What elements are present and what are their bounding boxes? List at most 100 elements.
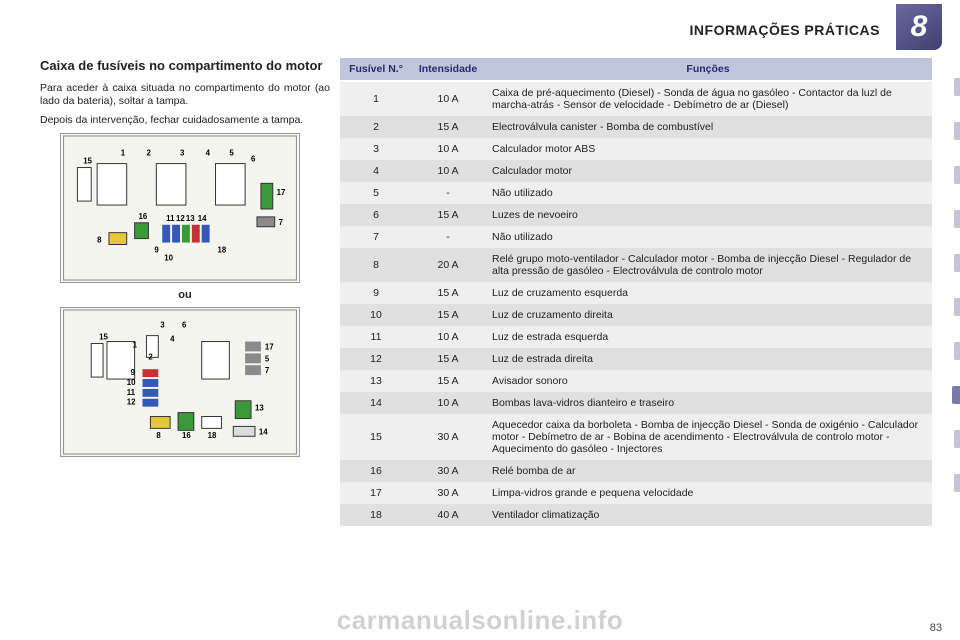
fuse-function: Electroválvula canister - Bomba de combu… [484,116,932,138]
side-tab [954,430,960,448]
svg-text:11: 11 [127,388,136,397]
fuse-amperage: 30 A [412,414,484,460]
fuse-amperage: 10 A [412,81,484,116]
col-header-num: Fusível N.° [340,58,412,81]
watermark: carmanualsonline.info [0,605,960,636]
table-row: 215 AElectroválvula canister - Bomba de … [340,116,932,138]
page-title: INFORMAÇÕES PRÁTICAS [690,22,880,38]
svg-text:5: 5 [229,149,234,158]
side-tab [954,210,960,228]
svg-text:17: 17 [265,342,274,351]
fuse-number: 11 [340,326,412,348]
svg-text:3: 3 [160,321,165,330]
table-row: 1730 ALimpa-vidros grande e pequena velo… [340,482,932,504]
fuse-function: Luz de estrada esquerda [484,326,932,348]
fuse-amperage: 15 A [412,116,484,138]
table-row: 1530 AAquecedor caixa da borboleta - Bom… [340,414,932,460]
svg-text:16: 16 [182,431,191,440]
fuse-function: Luz de cruzamento direita [484,304,932,326]
paragraph-2: Depois da intervenção, fechar cuidadosam… [40,114,330,127]
svg-text:6: 6 [182,321,187,330]
table-row: 310 ACalculador motor ABS [340,138,932,160]
svg-text:8: 8 [156,431,161,440]
table-row: 410 ACalculador motor [340,160,932,182]
fuse-function: Avisador sonoro [484,370,932,392]
svg-text:15: 15 [99,333,108,342]
fuse-number: 6 [340,204,412,226]
svg-text:8: 8 [97,236,102,245]
fuse-amperage: 15 A [412,370,484,392]
col-header-amp: Intensidade [412,58,484,81]
table-row: 1215 ALuz de estrada direita [340,348,932,370]
fuse-number: 5 [340,182,412,204]
side-tab [954,254,960,272]
svg-text:1: 1 [133,340,138,349]
table-row: 915 ALuz de cruzamento esquerda [340,282,932,304]
fuse-amperage: 10 A [412,326,484,348]
table-row: 1840 AVentilador climatização [340,504,932,526]
fuse-number: 15 [340,414,412,460]
paragraph-1: Para aceder à caixa situada no compartim… [40,82,330,108]
svg-text:15: 15 [83,157,92,166]
svg-text:4: 4 [170,335,175,344]
fuse-function: Não utilizado [484,182,932,204]
subheading: Caixa de fusíveis no compartimento do mo… [40,58,330,74]
svg-text:7: 7 [279,218,284,227]
fuse-number: 7 [340,226,412,248]
ou-label: ou [40,289,330,301]
svg-text:6: 6 [251,155,256,164]
table-row: 1630 ARelé bomba de ar [340,460,932,482]
side-tab [954,78,960,96]
table-row: 5-Não utilizado [340,182,932,204]
side-tab [954,298,960,316]
svg-text:7: 7 [265,366,270,375]
svg-text:12: 12 [127,398,136,407]
page-number: 83 [930,622,942,634]
table-row: 1110 ALuz de estrada esquerda [340,326,932,348]
fuse-amperage: 15 A [412,348,484,370]
svg-text:9: 9 [131,368,136,377]
fuse-function: Bombas lava-vidros dianteiro e traseiro [484,392,932,414]
fuse-function: Não utilizado [484,226,932,248]
fuse-function: Caixa de pré-aquecimento (Diesel) - Sond… [484,81,932,116]
fuse-number: 10 [340,304,412,326]
fuse-number: 16 [340,460,412,482]
svg-text:16: 16 [139,212,148,221]
fuse-function: Ventilador climatização [484,504,932,526]
fuse-amperage: 10 A [412,160,484,182]
svg-text:4: 4 [206,149,211,158]
fuse-table-head: Fusível N.° Intensidade Funções [340,58,932,81]
table-row: 820 ARelé grupo moto-ventilador - Calcul… [340,248,932,282]
table-row: 1015 ALuz de cruzamento direita [340,304,932,326]
svg-text:17: 17 [277,188,286,197]
table-row: 7-Não utilizado [340,226,932,248]
svg-text:3: 3 [180,149,185,158]
svg-text:2: 2 [146,149,151,158]
svg-text:14: 14 [198,214,207,223]
svg-text:13: 13 [255,404,264,413]
left-column: Caixa de fusíveis no compartimento do mo… [40,58,330,463]
table-row: 1410 ABombas lava-vidros dianteiro e tra… [340,392,932,414]
fuse-function: Relé bomba de ar [484,460,932,482]
fuse-amperage: - [412,182,484,204]
fuse-amperage: 10 A [412,138,484,160]
fuse-function: Relé grupo moto-ventilador - Calculador … [484,248,932,282]
col-header-func: Funções [484,58,932,81]
fuse-number: 3 [340,138,412,160]
fuse-table-body: 110 ACaixa de pré-aquecimento (Diesel) -… [340,81,932,526]
fuse-function: Luzes de nevoeiro [484,204,932,226]
svg-text:18: 18 [208,431,217,440]
svg-text:14: 14 [259,427,268,436]
svg-text:11: 11 [166,214,175,223]
fuse-amperage: - [412,226,484,248]
fuse-number: 1 [340,81,412,116]
fuse-function: Aquecedor caixa da borboleta - Bomba de … [484,414,932,460]
svg-text:10: 10 [127,378,136,387]
fusebox-diagram-b: 36 4 1512 1757 9101112 81618 1314 [60,307,300,457]
fuse-amperage: 40 A [412,504,484,526]
fuse-amperage: 15 A [412,304,484,326]
table-row: 110 ACaixa de pré-aquecimento (Diesel) -… [340,81,932,116]
svg-text:13: 13 [186,214,195,223]
svg-text:18: 18 [217,245,226,254]
fuse-function: Limpa-vidros grande e pequena velocidade [484,482,932,504]
